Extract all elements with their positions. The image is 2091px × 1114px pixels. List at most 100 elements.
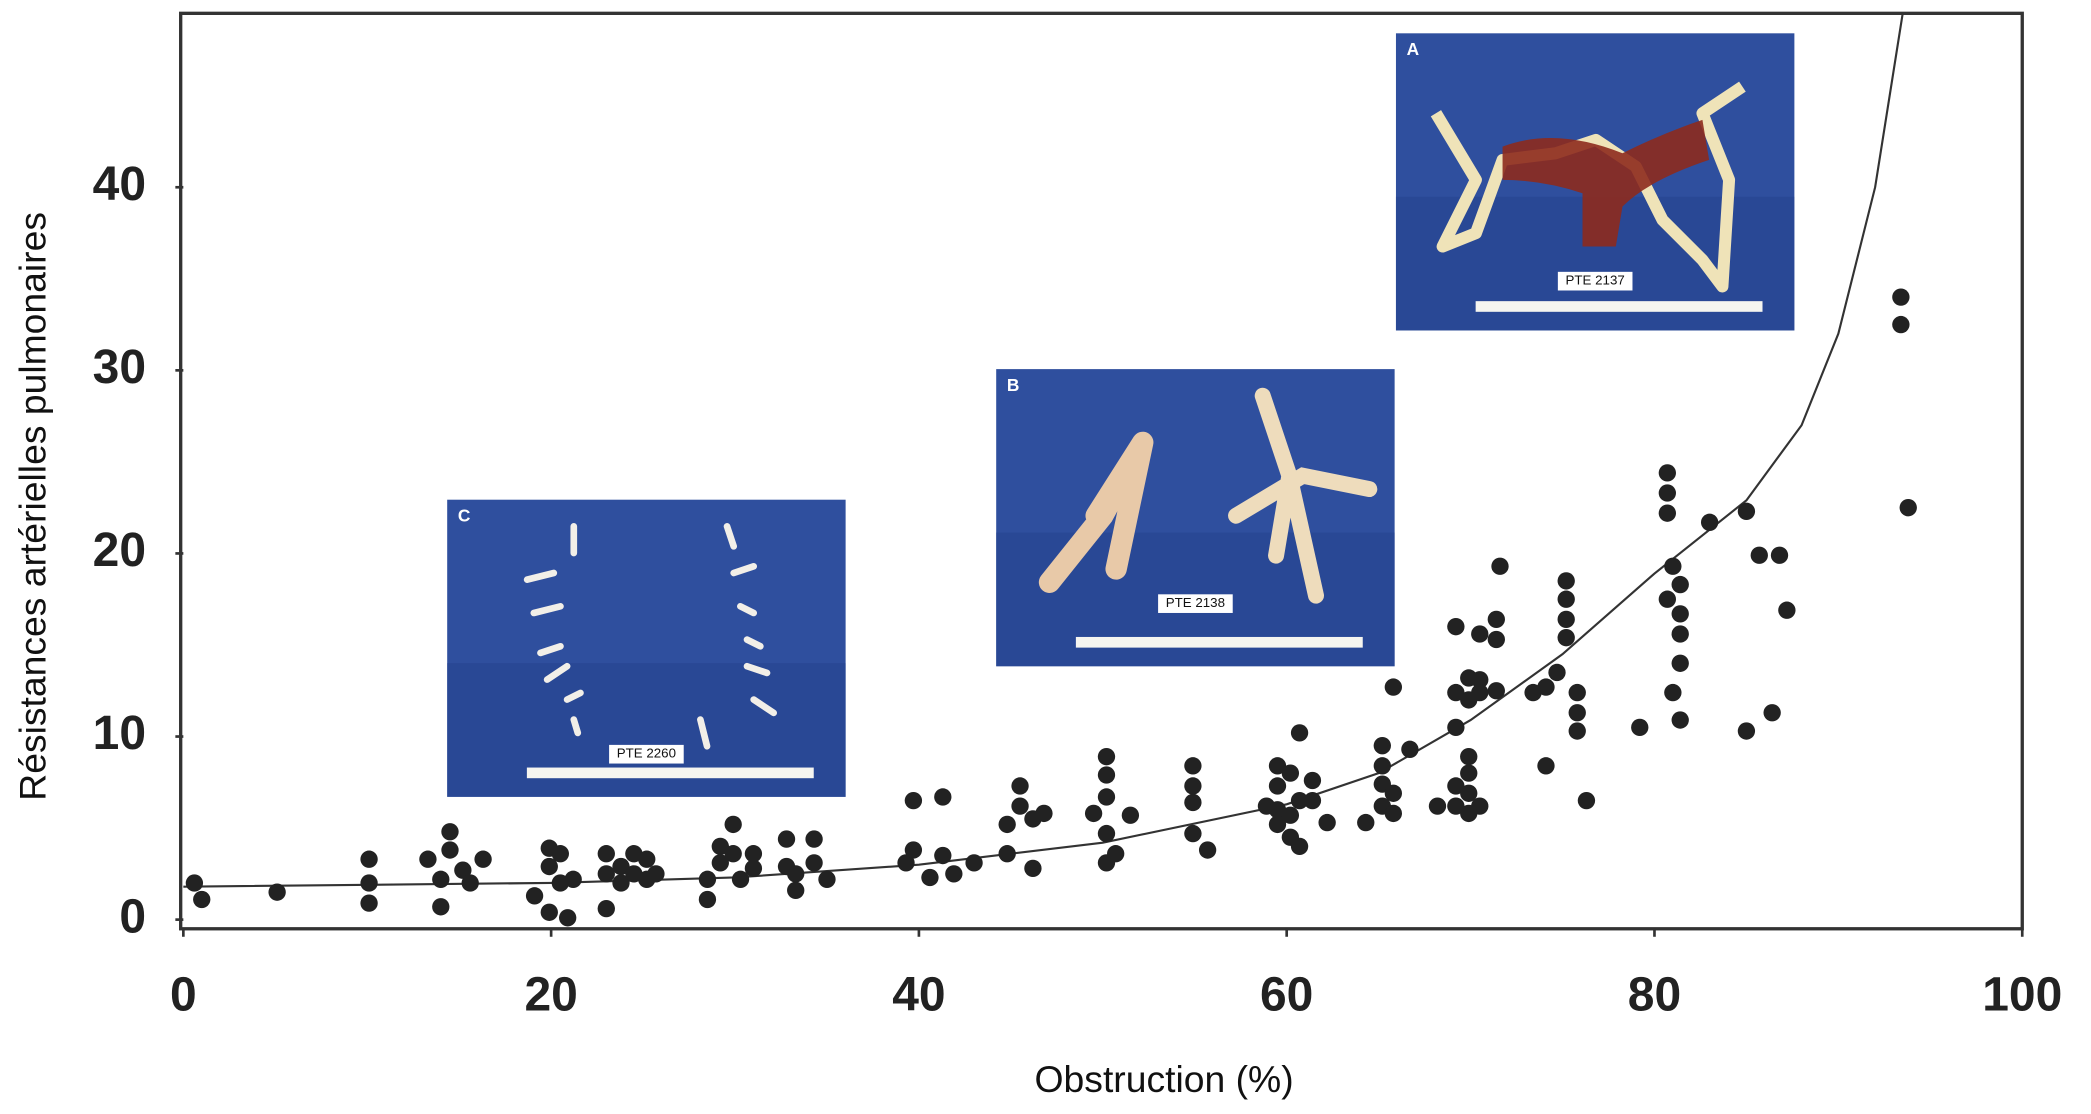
data-point	[1291, 724, 1308, 741]
data-point	[541, 904, 558, 921]
data-point	[1282, 807, 1299, 824]
data-point	[360, 894, 377, 911]
data-point	[1738, 503, 1755, 520]
data-point	[1460, 748, 1477, 765]
data-point	[1892, 288, 1909, 305]
x-tick-label: 100	[1982, 969, 2062, 1022]
data-point	[1491, 558, 1508, 575]
data-point	[1558, 611, 1575, 628]
data-point	[818, 871, 835, 888]
data-point	[805, 830, 822, 847]
data-point	[1672, 625, 1689, 642]
x-axis-title: Obstruction (%)	[1035, 1058, 1294, 1100]
data-point	[1011, 777, 1028, 794]
data-point	[1269, 777, 1286, 794]
data-point	[1659, 464, 1676, 481]
inset-letter: C	[458, 506, 471, 526]
data-point	[1771, 547, 1788, 564]
data-point	[1569, 704, 1586, 721]
data-point	[725, 816, 742, 833]
data-point	[778, 830, 795, 847]
data-point	[1701, 514, 1718, 531]
data-point	[1471, 684, 1488, 701]
data-point	[441, 841, 458, 858]
data-point	[1304, 772, 1321, 789]
data-point	[905, 792, 922, 809]
data-point	[432, 871, 449, 888]
data-point	[934, 788, 951, 805]
data-point	[1900, 499, 1917, 516]
data-point	[1672, 605, 1689, 622]
data-point	[1659, 505, 1676, 522]
data-point	[1035, 805, 1052, 822]
data-point	[1892, 316, 1909, 333]
data-point	[905, 841, 922, 858]
data-point	[1672, 655, 1689, 672]
data-point	[1374, 757, 1391, 774]
data-point	[699, 891, 716, 908]
inset-letter: B	[1007, 375, 1020, 395]
data-point	[1460, 764, 1477, 781]
data-point	[1631, 719, 1648, 736]
x-tick-label: 80	[1628, 969, 1681, 1022]
data-point	[1122, 807, 1139, 824]
y-tick-label: 30	[93, 341, 146, 394]
data-point	[419, 851, 436, 868]
x-tick-label: 40	[892, 969, 945, 1022]
data-point	[787, 882, 804, 899]
inset-photo: CPTE 2260	[447, 500, 845, 797]
data-point	[1569, 722, 1586, 739]
data-point	[745, 860, 762, 877]
y-axis-title: Résistances artérielles pulmonaires	[11, 212, 53, 801]
data-point	[441, 823, 458, 840]
data-point	[474, 851, 491, 868]
data-point	[1401, 741, 1418, 758]
data-point	[1751, 547, 1768, 564]
data-point	[1199, 841, 1216, 858]
data-point	[598, 900, 615, 917]
data-point	[559, 909, 576, 926]
data-point	[462, 874, 479, 891]
data-point	[565, 871, 582, 888]
data-point	[1471, 625, 1488, 642]
data-point	[999, 816, 1016, 833]
data-point	[1488, 631, 1505, 648]
data-point	[1558, 572, 1575, 589]
data-point	[1537, 678, 1554, 695]
data-point	[193, 891, 210, 908]
data-point	[268, 883, 285, 900]
data-point	[552, 845, 569, 862]
data-point	[1304, 792, 1321, 809]
data-point	[1385, 678, 1402, 695]
data-point	[1085, 805, 1102, 822]
data-point	[945, 865, 962, 882]
x-tick-label: 20	[524, 969, 577, 1022]
data-point	[1024, 860, 1041, 877]
data-point	[1107, 845, 1124, 862]
data-point	[1672, 711, 1689, 728]
data-point	[1447, 719, 1464, 736]
data-point	[432, 898, 449, 915]
data-point	[805, 854, 822, 871]
data-point	[598, 845, 615, 862]
data-point	[1778, 602, 1795, 619]
data-point	[1738, 722, 1755, 739]
data-point	[1488, 682, 1505, 699]
data-point	[1374, 737, 1391, 754]
data-point	[699, 871, 716, 888]
data-point	[1282, 764, 1299, 781]
data-point	[360, 851, 377, 868]
data-point	[1184, 794, 1201, 811]
data-point	[1184, 825, 1201, 842]
data-point	[1664, 558, 1681, 575]
ruler	[527, 768, 814, 779]
inset-photo: BPTE 2138	[996, 369, 1394, 666]
data-point	[1659, 484, 1676, 501]
data-point	[1537, 757, 1554, 774]
data-point	[1429, 797, 1446, 814]
data-point	[1098, 748, 1115, 765]
data-point	[598, 865, 615, 882]
data-point	[1569, 684, 1586, 701]
y-tick-label: 10	[93, 707, 146, 760]
data-point	[1098, 766, 1115, 783]
